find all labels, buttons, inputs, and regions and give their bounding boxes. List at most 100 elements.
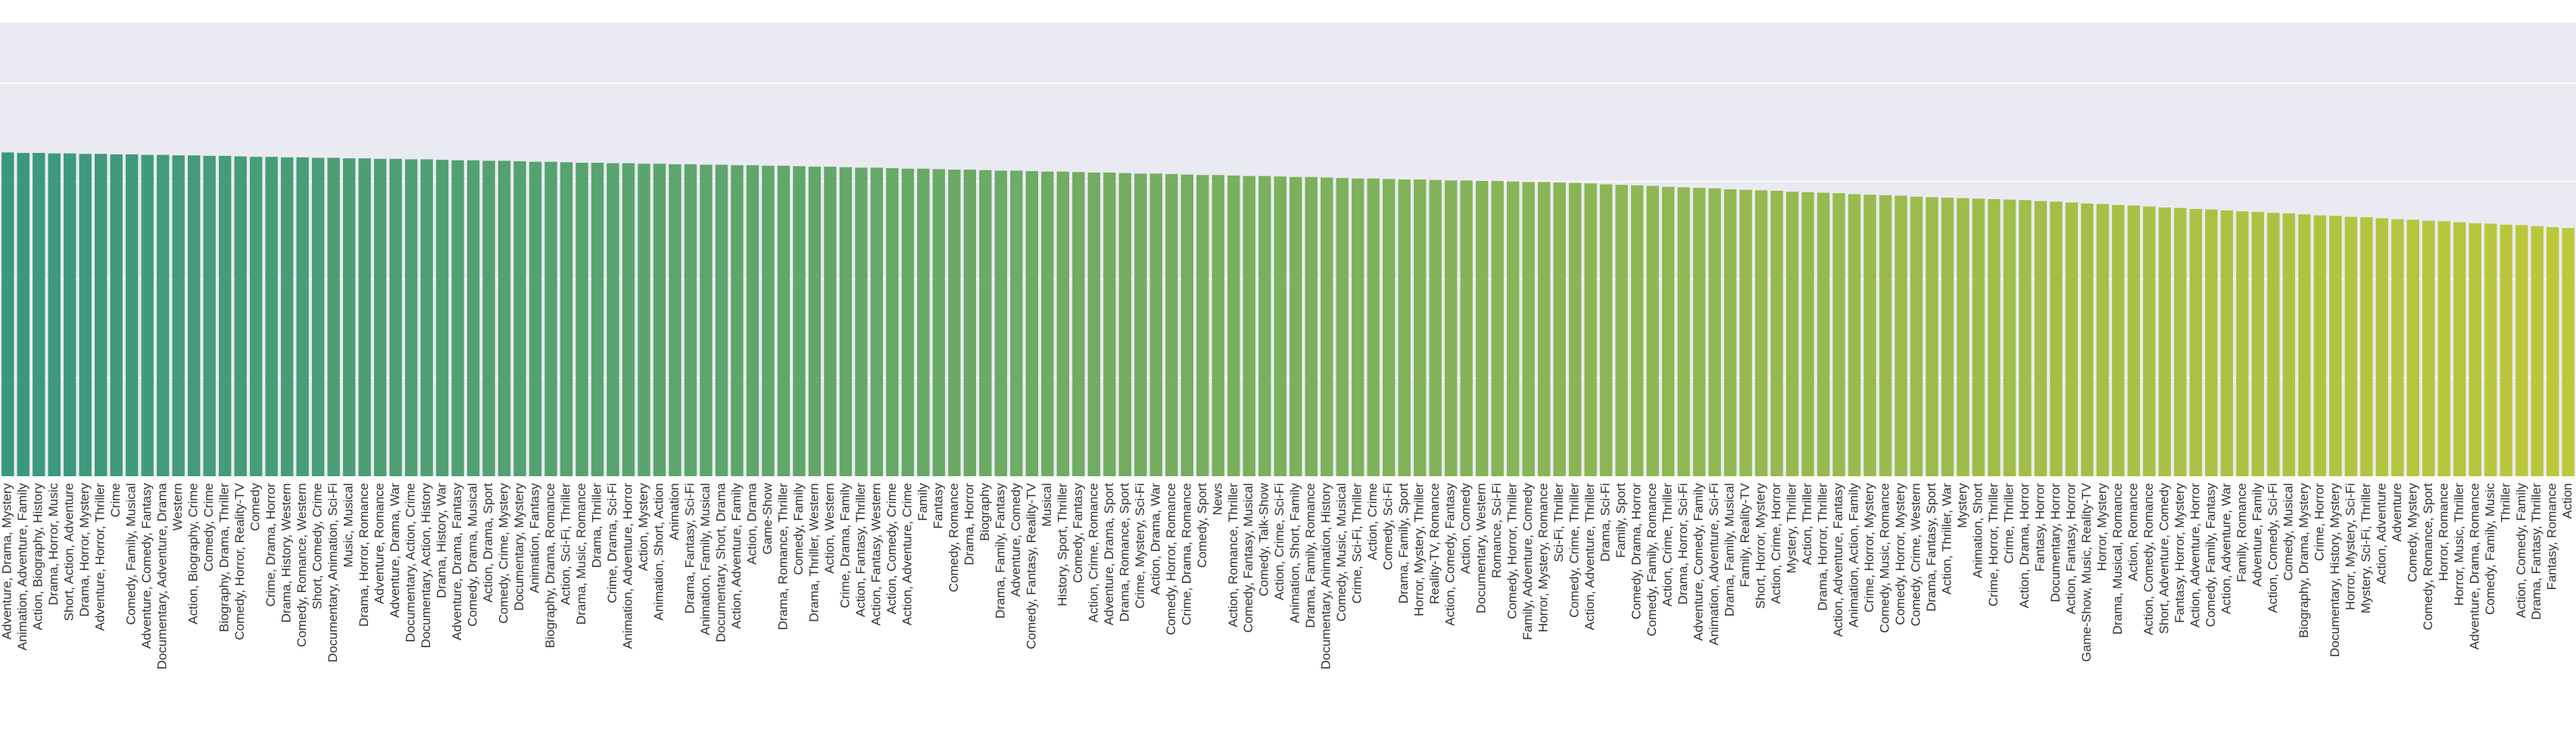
x-tick-label: Action, Biography, History	[31, 483, 45, 631]
x-tick-label: Fantasy, Romance	[2545, 483, 2559, 590]
bar	[1352, 178, 1364, 476]
bar	[2019, 200, 2032, 476]
x-tick-label: Crime, Horror, Thriller	[1986, 483, 2001, 606]
x-tick-label: Action, Fantasy, Thriller	[853, 483, 868, 617]
bar	[544, 161, 557, 476]
x-tick-label: Action, Biography, Crime	[186, 483, 201, 625]
x-tick-label: Action, Fantasy, Horror	[2063, 483, 2078, 615]
x-tick-label: Game-Show, Music, Reality-TV	[2079, 482, 2094, 662]
x-tick-label: Short, Action, Adventure	[62, 483, 76, 621]
bar	[1568, 182, 1582, 477]
x-tick-label: Fantasy	[931, 483, 945, 529]
bar	[808, 167, 822, 476]
x-tick-label: Biography	[978, 483, 992, 541]
bar	[1041, 171, 1054, 477]
bar	[79, 154, 92, 476]
x-tick-label: Comedy	[248, 483, 263, 531]
bar	[1863, 195, 1876, 476]
bar	[684, 164, 697, 477]
x-tick-label: Mystery	[1955, 483, 1969, 528]
x-tick-label: Comedy, Talk-Show	[1257, 482, 1271, 596]
bar	[311, 157, 325, 476]
bar	[622, 163, 635, 476]
x-tick-label: Documentary, Mystery	[512, 483, 526, 611]
x-tick-label: Action, Adventure, War	[2219, 483, 2233, 615]
x-tick-label: Drama, Horror, Music	[46, 483, 61, 606]
x-tick-label: Drama, Fantasy, Sci-Fi	[682, 483, 697, 614]
x-tick-label: Western	[170, 483, 185, 531]
bar	[187, 155, 201, 476]
bar	[2531, 226, 2543, 476]
x-tick-label: Short, Horror, Mystery	[1754, 483, 1768, 609]
bar	[2034, 201, 2047, 476]
x-tick-label: Comedy, Crime, Thriller	[1567, 483, 1582, 618]
x-tick-label: Short, Adventure, Comedy	[2157, 483, 2171, 634]
bar	[1321, 177, 1333, 476]
bar	[1134, 173, 1147, 477]
x-tick-label: Drama, Fantasy, Thriller	[2529, 483, 2543, 620]
x-tick-label: Animation, Short, Action	[651, 483, 666, 620]
bar	[1010, 170, 1023, 476]
x-tick-label: Animation, Adventure, Horror	[620, 483, 635, 650]
bar	[513, 161, 526, 476]
x-tick-label: Sci-Fi, Thriller	[1552, 483, 1566, 563]
x-tick-label: Action, Crime, Horror	[1769, 483, 1783, 604]
x-tick-label: Adventure, Family	[2250, 483, 2264, 587]
x-tick-label: Action, Romance, Thriller	[1226, 483, 1240, 628]
bar	[1801, 192, 1814, 477]
bar	[963, 170, 977, 477]
x-tick-label: Family	[915, 483, 930, 522]
bar	[1506, 181, 1520, 476]
bar	[2562, 228, 2574, 476]
bar	[1708, 188, 1721, 477]
x-tick-label: Adventure, Romance	[373, 483, 387, 604]
bar	[1553, 182, 1566, 476]
x-tick-label: Drama, Horror, Sci-Fi	[1676, 483, 1690, 605]
x-tick-label: Family, Sport	[1614, 483, 1628, 558]
bar	[855, 167, 868, 477]
x-tick-label: Animation, Adventure, Family	[15, 483, 30, 651]
x-tick-label: Action, Adventure, Family	[729, 483, 744, 629]
x-tick-label: Family, Romance	[2235, 483, 2249, 582]
x-tick-label: Adventure, Horror, Thriller	[93, 483, 108, 631]
x-tick-label: Adventure, Drama, Mystery	[0, 483, 14, 640]
x-tick-label: Musical	[1040, 483, 1054, 527]
bar	[886, 168, 899, 476]
bar	[126, 154, 139, 476]
bar	[2003, 199, 2016, 476]
bar	[1212, 175, 1224, 476]
bar	[1646, 185, 1659, 476]
x-tick-label: Horror, Mystery, Romance	[1536, 483, 1551, 632]
bar	[156, 154, 170, 477]
bar	[2422, 220, 2435, 476]
bar	[1630, 185, 1644, 476]
bar	[2515, 225, 2528, 476]
bar	[466, 160, 480, 477]
bar	[2298, 214, 2311, 476]
bar	[2251, 211, 2265, 476]
bar	[64, 153, 76, 476]
bar	[1072, 172, 1085, 476]
x-tick-label: Drama, Thriller	[590, 483, 604, 568]
x-tick-label: Action, Drama, Sport	[481, 483, 495, 603]
bar	[2391, 219, 2404, 476]
x-tick-label: Action, Romance	[2125, 483, 2140, 581]
bar	[373, 158, 387, 476]
x-tick-label: Reality-TV, Romance	[1427, 483, 1442, 604]
x-tick-label: Comedy, Music, Musical	[1334, 483, 1349, 622]
x-tick-label: Horror, Romance	[2436, 483, 2450, 581]
bar	[731, 165, 744, 476]
x-tick-label: Animation, Adventure, Sci-Fi	[1707, 483, 1721, 645]
x-tick-label: Comedy, Fantasy	[1071, 483, 1085, 583]
x-tick-label: Drama, Horror, Romance	[357, 483, 371, 627]
x-tick-label: Comedy, Drama, Horror	[1629, 483, 1644, 619]
bar	[870, 167, 884, 477]
x-tick-label: Adventure, Comedy, Fantasy	[139, 483, 154, 649]
bar	[296, 157, 309, 476]
bar	[1305, 176, 1318, 477]
bar	[1491, 180, 1504, 477]
x-tick-label: Drama, Romance, Thriller	[775, 483, 790, 631]
bar	[575, 162, 588, 476]
bar	[824, 167, 837, 476]
bar	[2500, 224, 2512, 476]
